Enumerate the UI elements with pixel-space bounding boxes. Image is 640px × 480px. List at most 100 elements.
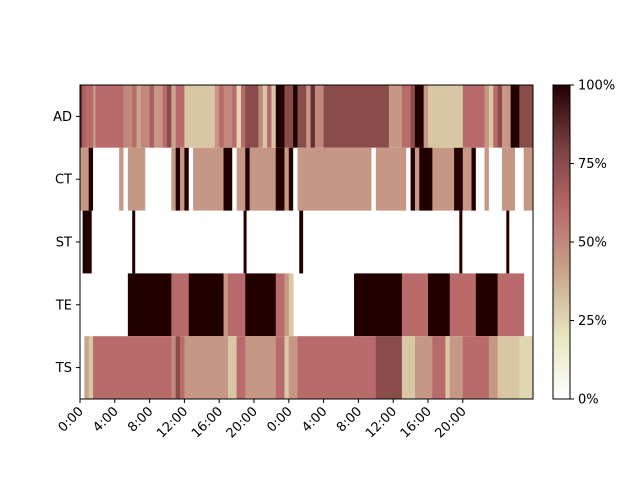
heatmap-cell-ts [275,336,285,399]
heatmap-cell-ct [88,147,94,211]
heatmap-cell-ad [153,85,164,148]
heatmap-cell-ad [184,85,216,148]
heatmap-cell-ts [236,336,246,399]
heatmap-cell-ts [175,336,181,399]
heatmap-cell-ct [462,147,472,211]
heatmap-cell-ct [232,147,237,211]
colorbar-tick-label: 50% [578,236,607,251]
heatmap-cell-ts [245,336,277,399]
heatmap-cell-ct [419,147,433,211]
heatmap-cell-ct [249,147,277,211]
x-tick-label: 4:00 [299,404,330,435]
y-tick-label: AD [53,110,72,125]
heatmap-cell-ad [428,85,464,148]
heatmap-cell-ts [488,336,498,399]
heatmap-cell-te [354,273,403,337]
heatmap-cell-ct [119,147,124,211]
colorbar-tick-label: 75% [578,157,607,172]
heatmap-cell-ct [475,147,485,211]
heatmap-cell-ad [423,85,429,148]
x-tick-label: 20:00 [433,404,470,441]
heatmap-cell-st [459,210,463,274]
heatmap-cell-ad [149,85,155,148]
y-tick-label: ST [56,236,72,251]
heatmap-cell-te [428,273,451,337]
heatmap-cell-ad [219,85,224,148]
colorbar-tick-label: 0% [578,393,599,408]
heatmap-cell-ts [84,336,90,399]
heatmap-cell-ct [371,147,377,211]
heatmap-cell-ts [462,336,490,399]
heatmap-cell-ts [414,336,433,399]
heatmap-cell-ct [80,147,90,211]
heatmap-cell-ct [188,147,194,211]
x-tick-label: 8:00 [125,404,156,435]
colorbar-tick-label: 100% [578,79,615,94]
heatmap-cell-ad [510,85,520,148]
heatmap-cell-ts [180,336,185,399]
heatmap-cell-ts [171,336,177,399]
heatmap-cell-ad [519,85,529,148]
heatmap-cell-st [299,210,304,274]
colorbar-tick-label: 25% [578,314,607,329]
heatmap-cell-ct [432,147,455,211]
y-axis: AD CT ST TE TS [53,110,80,376]
heatmap-cell-te [227,273,246,337]
heatmap-cell-ad [284,85,294,148]
heatmap-cell-ad [410,85,416,148]
heatmap-cell-ad [245,85,259,148]
heatmap-cell-ad [271,85,277,148]
heatmap-cell-ct [236,147,246,211]
x-tick-label: 20:00 [224,404,261,441]
heatmap-cells [80,85,533,399]
heatmap-cell-ct [223,147,233,211]
heatmap-cell-ad [240,85,246,148]
heatmap-cell-te [223,273,229,337]
heatmap-cell-ct [171,147,177,211]
heatmap-cell-ad [414,85,425,148]
heatmap-cell-st [82,210,92,274]
x-tick-label: 16:00 [398,404,435,441]
heatmap-cell-te [497,273,525,337]
heatmap-cell-ad [310,85,316,148]
heatmap-cell-ts [375,336,403,399]
heatmap-cell-ct [484,147,490,211]
heatmap-cell-ct [471,147,477,211]
heatmap-cell-te [127,273,172,337]
x-tick-label: 0:00 [56,404,87,435]
heatmap-cell-ts [497,336,520,399]
heatmap-cell-ad [293,85,298,148]
heatmap-cell-ad [140,85,150,148]
heatmap-cell-ct [123,147,129,211]
heatmap-cell-ad [388,85,403,148]
heatmap-cell-ad [493,85,498,148]
heatmap-cell-ct [406,147,411,211]
heatmap-cell-ct [145,147,172,211]
heatmap-cell-ad [314,85,324,148]
heatmap-cell-st [243,210,247,274]
heatmap-cell-ts [401,336,416,399]
heatmap-cell-te [188,273,224,337]
x-tick-label: 8:00 [334,404,365,435]
heatmap-cell-ad [258,85,264,148]
heatmap-cell-ad [484,85,490,148]
colorbar [552,84,571,400]
heatmap-cell-ct [414,147,420,211]
heatmap-cell-te [171,273,190,337]
heatmap-cell-ct [127,147,146,211]
heatmap-cell-ts [88,336,94,399]
heatmap-cell-ts [288,336,298,399]
heatmap-cell-ct [245,147,251,211]
heatmap-cell-te [284,273,290,337]
heatmap-cell-st [132,210,136,274]
heatmap-cell-te [288,273,294,337]
heatmap-cell-ct [454,147,464,211]
heatmap-cell-ct [175,147,181,211]
heatmap-cell-ts [140,336,172,399]
heatmap-cell-ct [288,147,294,211]
heatmap-cell-ad [223,85,233,148]
heatmap-cell-ad [123,85,133,148]
heatmap-cell-te [245,273,277,337]
heatmap-cell-te [449,273,477,337]
